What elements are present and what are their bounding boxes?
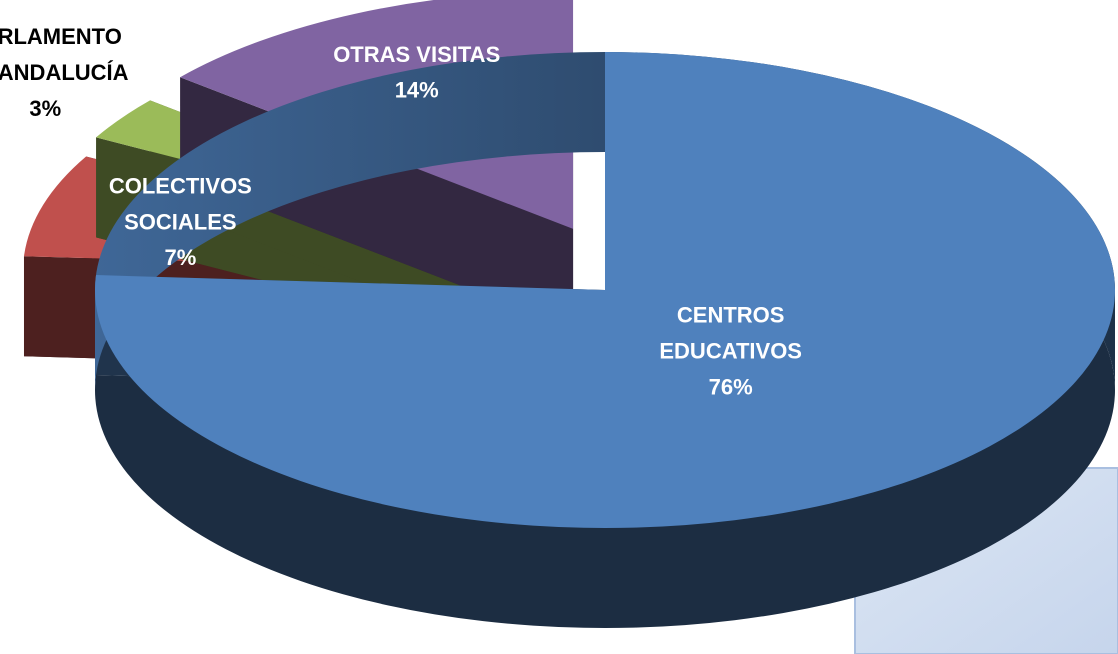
slice: [95, 52, 1115, 628]
category-label: OTRAS VISITAS: [333, 42, 500, 67]
category-label: PARLAMENTO DE ANDALUCÍA: [0, 24, 129, 85]
label-line: DE ANDALUCÍA: [0, 60, 129, 85]
label-line: EDUCATIVOS: [659, 338, 802, 363]
category-label: COLECTIVOS SOCIALES: [109, 173, 252, 234]
label-line: SOCIALES: [124, 209, 236, 234]
label-line: PARLAMENTO: [0, 24, 122, 49]
value-label: 76%: [709, 374, 753, 399]
label-line: COLECTIVOS: [109, 173, 252, 198]
category-label: CENTROS EDUCATIVOS: [659, 302, 802, 363]
value-label: 7%: [164, 245, 196, 270]
value-label: 14%: [395, 78, 439, 103]
label-line: OTRAS VISITAS: [333, 42, 500, 67]
pie: CENTROS EDUCATIVOS 76% COLECTIVOS SOCIALES 7%…: [0, 0, 1115, 628]
value-label: 3%: [29, 96, 61, 121]
label-line: CENTROS: [677, 302, 785, 327]
slice-top: [95, 52, 1115, 528]
